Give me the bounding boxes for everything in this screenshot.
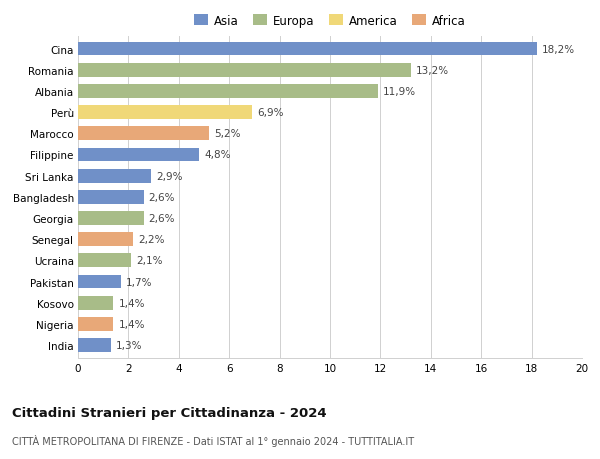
Bar [78,254,131,268]
Bar [78,338,111,352]
Text: 2,9%: 2,9% [156,171,182,181]
Bar [78,233,133,246]
Legend: Asia, Europa, America, Africa: Asia, Europa, America, Africa [194,15,466,28]
Text: 2,6%: 2,6% [149,213,175,224]
Bar [78,275,121,289]
Text: CITTÀ METROPOLITANA DI FIRENZE - Dati ISTAT al 1° gennaio 2024 - TUTTITALIA.IT: CITTÀ METROPOLITANA DI FIRENZE - Dati IS… [12,434,414,446]
Text: 5,2%: 5,2% [214,129,241,139]
Text: 2,6%: 2,6% [149,192,175,202]
Bar [78,169,151,183]
Text: 2,2%: 2,2% [139,235,165,245]
Bar [78,43,536,56]
Bar [78,296,113,310]
Bar [78,317,113,331]
Bar [78,64,410,78]
Bar [78,127,209,141]
Bar [78,106,252,120]
Bar [78,148,199,162]
Text: 2,1%: 2,1% [136,256,163,266]
Bar [78,85,378,99]
Text: 13,2%: 13,2% [416,66,449,76]
Bar [78,212,143,225]
Text: 6,9%: 6,9% [257,108,283,118]
Text: 4,8%: 4,8% [204,150,230,160]
Text: 1,3%: 1,3% [116,340,142,350]
Text: 1,4%: 1,4% [118,298,145,308]
Text: 11,9%: 11,9% [383,87,416,97]
Text: Cittadini Stranieri per Cittadinanza - 2024: Cittadini Stranieri per Cittadinanza - 2… [12,406,326,419]
Bar [78,190,143,204]
Text: 1,4%: 1,4% [118,319,145,329]
Text: 18,2%: 18,2% [542,45,575,55]
Text: 1,7%: 1,7% [126,277,152,287]
